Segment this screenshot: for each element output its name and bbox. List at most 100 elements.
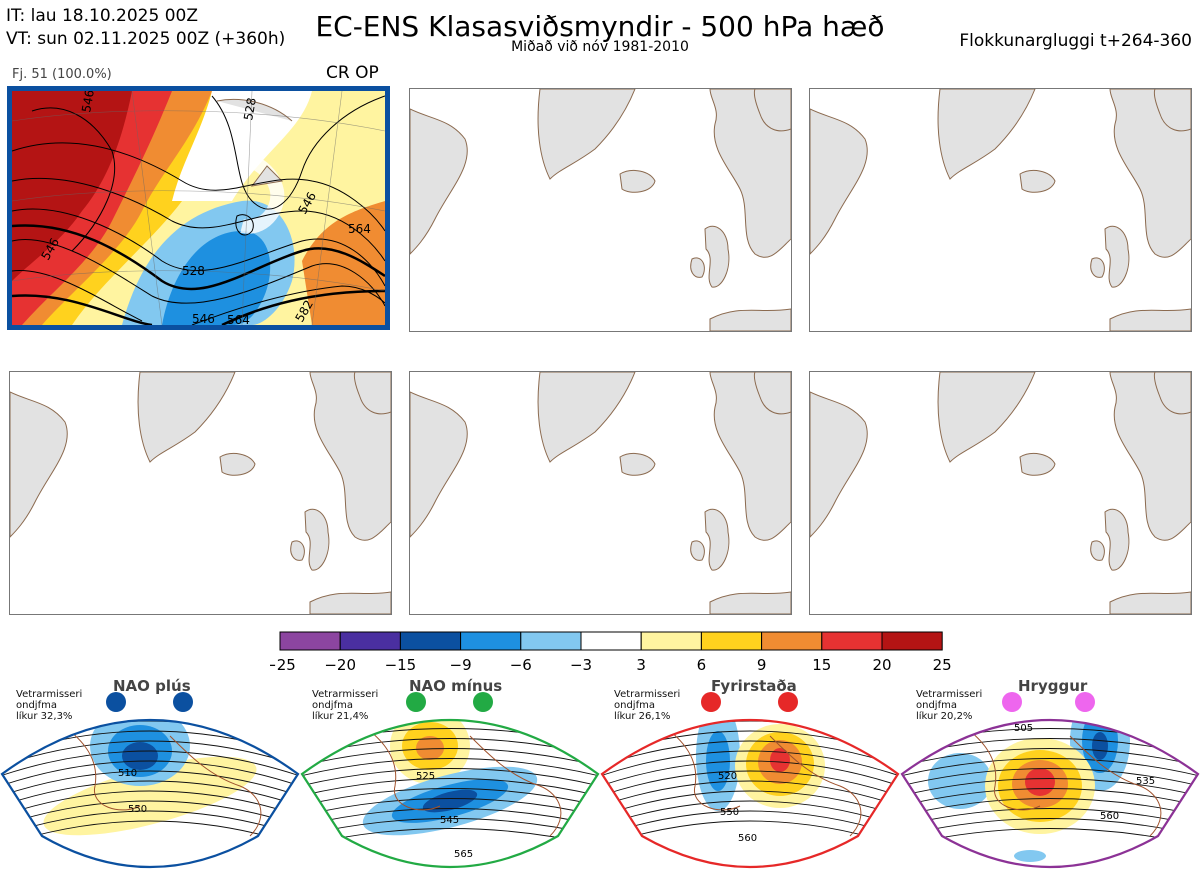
colorbar-segment [279,631,341,651]
land-outline [709,89,791,258]
land-outline [304,508,330,571]
regime-contour [302,798,598,817]
cluster-panel-5[interactable] [409,371,792,615]
land-outline [810,391,868,538]
colorbar-segment [821,631,883,651]
land-outline [937,372,1036,463]
anomaly-neutral [172,91,312,201]
basemap [810,89,1191,331]
regime-ridge-map: 505 535 560 [900,692,1200,869]
regime-marker-dot [1002,692,1022,712]
regime-contour [602,770,898,797]
note-line: Vetrarmisseri [614,689,681,700]
colorbar-tick-label: 25 [933,656,952,674]
anomaly-blob [1092,732,1108,760]
cluster-panel-4[interactable] [9,371,392,615]
anomaly-white-band [218,150,285,234]
colorbar-segment [881,631,943,651]
note-line: ondjfma [916,700,957,711]
greenland-land [216,98,293,187]
height-contour [12,270,385,325]
land-outline [410,108,468,255]
note-line: ondjfma [16,700,57,711]
regime-contour-label: 525 [416,771,435,782]
regime-contour-label: 505 [1014,723,1033,734]
colorbar-tick-label: −25 [270,656,296,674]
land-outline [753,372,791,415]
cluster-panel-1[interactable]: 546 528 546 564 546 528 564 546 582 [7,86,390,330]
cluster-panel-6[interactable] [809,371,1192,615]
regime-contour [902,798,1198,817]
land-outline [410,391,468,538]
regime-contour [902,778,1198,797]
anomaly-darkred [12,91,132,281]
colorbar-segment [460,631,522,651]
regime-blocking-note: Vetrarmisseri ondjfma líkur 26,1% [614,689,680,722]
regime-contour [302,748,598,767]
land-outline [619,453,656,476]
regime-contour-label: 520 [718,771,737,782]
height-contour [12,177,385,262]
classification-window-label: Flokkunargluggi t+264-360 [959,31,1192,51]
member-count-label: Fj. 51 (100.0%) [12,67,112,82]
land-outline [309,372,391,541]
regime-contour [602,810,898,837]
anomaly-blob [422,789,478,813]
regime-contour [902,768,1198,787]
contour-label: 528 [182,264,205,278]
graticule [12,110,385,132]
colorbar: −25 −20 −15 −9 −6 −3 3 6 9 15 20 25 [270,631,952,674]
land-outline [1019,170,1056,193]
regime-marker-dot [1075,692,1095,712]
regime-nao-minus-map: 525 545 565 [300,692,600,869]
regime-contour [602,740,898,767]
cluster-panel-3[interactable] [809,88,1192,332]
colorbar-tick-label: −3 [570,656,592,674]
height-contour-bold [12,224,385,291]
note-line: líkur 26,1% [614,711,671,722]
graticule [241,91,253,325]
height-contour-bold [12,289,385,325]
regime-contour-label: 545 [440,815,459,826]
note-line: líkur 21,4% [312,711,369,722]
basemap [10,372,391,614]
regime-marker-dot [473,692,493,712]
regime-contour [302,778,598,797]
basemap [410,89,791,331]
land-outline [619,170,656,193]
land-outline [1109,308,1191,331]
colorbar-tick-label: −15 [385,656,417,674]
regime-contour [902,748,1198,767]
land-outline [709,372,791,541]
cluster-panel-2[interactable] [409,88,792,332]
height-contour [235,214,254,236]
regime-nao-minus-title: NAO mínus [409,677,503,695]
basemap [410,372,791,614]
height-contour [211,95,385,210]
colorbar-segment [399,631,462,651]
contour-label: 546 [192,312,215,325]
valid-time-label: VT: sun 02.11.2025 00Z (+360h) [6,29,286,49]
colorbar-tick-label: 3 [636,656,646,674]
land-outline [690,540,705,561]
contour-label: 564 [227,313,250,325]
init-time-label: IT: lau 18.10.2025 00Z [6,6,198,26]
chart-title: EC-ENS Klasasviðsmyndir - 500 hPa hæð [315,10,885,43]
regime-blocking-map: 520 550 560 [600,692,900,869]
regime-contour [602,790,898,817]
land-outline [709,591,791,614]
regime-contour [302,818,598,837]
cr-op-badge: CR OP [326,63,379,83]
colorbar-segment [761,631,823,651]
anomaly-blob [416,736,444,760]
regime-marker-dot [106,692,126,712]
land-outline [709,308,791,331]
regime-nao-plus-map: 510 550 [0,692,300,869]
regime-contour [2,810,298,837]
regime-frame [900,719,1200,869]
regime-contour [602,750,898,777]
colorbar-tick-label: 20 [872,656,891,674]
land-outline [1090,540,1105,561]
anomaly-blob [1025,768,1055,796]
regime-contour-label: 535 [1136,776,1155,787]
